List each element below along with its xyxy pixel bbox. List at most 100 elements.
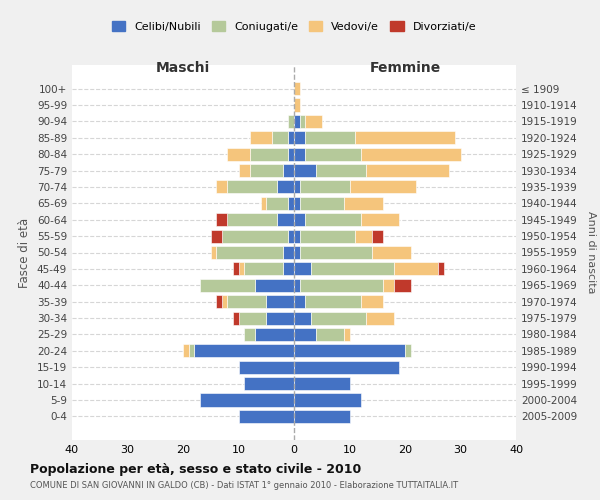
Bar [239, 410, 294, 423]
Bar [227, 295, 266, 308]
Bar [305, 115, 322, 128]
Bar [305, 131, 355, 144]
Y-axis label: Anni di nascita: Anni di nascita [586, 211, 596, 294]
Bar [305, 213, 361, 226]
Bar [294, 230, 299, 242]
Bar [361, 295, 383, 308]
Bar [272, 131, 289, 144]
Bar [211, 246, 216, 259]
Bar [294, 148, 305, 160]
Bar [283, 262, 294, 276]
Bar [277, 213, 294, 226]
Bar [299, 197, 344, 210]
Bar [239, 262, 244, 276]
Bar [244, 262, 283, 276]
Bar [372, 246, 410, 259]
Bar [266, 312, 294, 324]
Bar [299, 246, 372, 259]
Bar [294, 360, 400, 374]
Bar [239, 312, 266, 324]
Bar [299, 180, 349, 194]
Bar [239, 360, 294, 374]
Bar [294, 377, 349, 390]
Bar [294, 246, 299, 259]
Bar [227, 148, 250, 160]
Bar [294, 98, 299, 112]
Bar [188, 344, 194, 358]
Bar [316, 164, 366, 177]
Bar [227, 180, 277, 194]
Bar [289, 148, 294, 160]
Bar [216, 213, 227, 226]
Bar [244, 328, 255, 341]
Bar [294, 312, 311, 324]
Bar [294, 213, 305, 226]
Bar [289, 230, 294, 242]
Bar [277, 180, 294, 194]
Bar [361, 213, 400, 226]
Bar [344, 197, 383, 210]
Bar [255, 278, 294, 292]
Bar [299, 115, 305, 128]
Bar [250, 131, 272, 144]
Bar [344, 328, 349, 341]
Bar [294, 410, 349, 423]
Bar [266, 295, 294, 308]
Bar [366, 312, 394, 324]
Bar [405, 344, 410, 358]
Bar [438, 262, 444, 276]
Bar [294, 164, 316, 177]
Bar [394, 262, 438, 276]
Bar [216, 295, 222, 308]
Bar [222, 295, 227, 308]
Bar [222, 230, 289, 242]
Bar [383, 278, 394, 292]
Bar [255, 328, 294, 341]
Bar [372, 230, 383, 242]
Bar [294, 131, 305, 144]
Bar [283, 164, 294, 177]
Bar [216, 246, 283, 259]
Text: Maschi: Maschi [156, 62, 210, 76]
Bar [260, 197, 266, 210]
Bar [233, 312, 239, 324]
Bar [311, 312, 366, 324]
Bar [355, 131, 455, 144]
Bar [305, 148, 361, 160]
Bar [299, 230, 355, 242]
Text: Popolazione per età, sesso e stato civile - 2010: Popolazione per età, sesso e stato civil… [30, 462, 361, 475]
Bar [283, 246, 294, 259]
Bar [183, 344, 188, 358]
Bar [200, 278, 255, 292]
Y-axis label: Fasce di età: Fasce di età [19, 218, 31, 288]
Bar [289, 197, 294, 210]
Bar [294, 82, 299, 95]
Bar [227, 213, 277, 226]
Bar [294, 115, 299, 128]
Bar [294, 262, 311, 276]
Legend: Celibi/Nubili, Coniugati/e, Vedovi/e, Divorziati/e: Celibi/Nubili, Coniugati/e, Vedovi/e, Di… [109, 18, 479, 35]
Bar [216, 180, 227, 194]
Bar [294, 197, 299, 210]
Bar [239, 164, 250, 177]
Bar [366, 164, 449, 177]
Bar [361, 148, 461, 160]
Bar [305, 295, 361, 308]
Bar [294, 328, 316, 341]
Bar [311, 262, 394, 276]
Bar [294, 295, 305, 308]
Bar [294, 344, 405, 358]
Bar [289, 131, 294, 144]
Bar [233, 262, 239, 276]
Bar [355, 230, 372, 242]
Bar [289, 115, 294, 128]
Bar [299, 278, 383, 292]
Bar [250, 148, 289, 160]
Bar [316, 328, 344, 341]
Bar [394, 278, 410, 292]
Text: COMUNE DI SAN GIOVANNI IN GALDO (CB) - Dati ISTAT 1° gennaio 2010 - Elaborazione: COMUNE DI SAN GIOVANNI IN GALDO (CB) - D… [30, 481, 458, 490]
Bar [266, 197, 289, 210]
Bar [244, 377, 294, 390]
Bar [200, 394, 294, 406]
Text: Femmine: Femmine [370, 62, 440, 76]
